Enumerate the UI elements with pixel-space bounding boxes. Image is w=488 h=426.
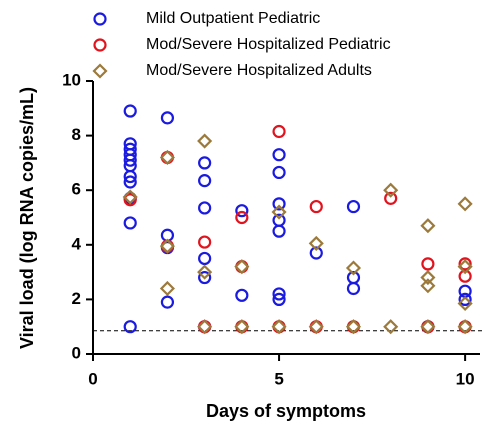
point bbox=[383, 319, 399, 335]
point bbox=[421, 320, 435, 334]
point bbox=[272, 320, 286, 334]
point bbox=[272, 124, 286, 139]
x-axis-title: Days of symptoms bbox=[206, 401, 366, 421]
point bbox=[457, 319, 473, 335]
x-tick-label: 0 bbox=[88, 369, 97, 388]
x-tick-label: 5 bbox=[274, 369, 283, 388]
point bbox=[420, 278, 436, 294]
point bbox=[159, 238, 175, 254]
point bbox=[421, 257, 435, 271]
point bbox=[198, 156, 212, 170]
point bbox=[272, 197, 286, 211]
point bbox=[308, 319, 324, 335]
point bbox=[272, 213, 286, 227]
point bbox=[383, 182, 399, 198]
point bbox=[235, 210, 249, 225]
y-tick-label: 6 bbox=[72, 180, 81, 199]
point bbox=[272, 224, 286, 238]
point bbox=[235, 204, 249, 218]
point bbox=[123, 153, 137, 167]
point bbox=[197, 319, 213, 335]
point bbox=[457, 259, 473, 275]
point bbox=[123, 216, 137, 230]
point bbox=[234, 259, 250, 275]
point bbox=[420, 319, 436, 335]
y-tick-label: 8 bbox=[72, 125, 81, 144]
point bbox=[198, 270, 212, 285]
point bbox=[457, 295, 473, 312]
point bbox=[272, 292, 286, 306]
y-tick-label: 0 bbox=[72, 343, 81, 362]
point bbox=[198, 201, 212, 215]
point bbox=[420, 218, 436, 234]
point bbox=[272, 165, 286, 180]
point bbox=[458, 269, 472, 283]
point bbox=[122, 189, 138, 205]
legend-label: Mod/Severe Hospitalized Adults bbox=[146, 62, 372, 79]
point bbox=[346, 199, 361, 214]
point bbox=[198, 174, 212, 188]
point bbox=[197, 133, 213, 149]
point bbox=[160, 111, 175, 125]
point bbox=[235, 260, 249, 274]
legend-label: Mild Outpatient Pediatric bbox=[146, 10, 320, 27]
point bbox=[345, 260, 362, 276]
point bbox=[309, 199, 323, 214]
point bbox=[384, 191, 398, 205]
point bbox=[159, 149, 175, 165]
point bbox=[235, 288, 249, 302]
point bbox=[198, 320, 212, 334]
point bbox=[309, 246, 323, 260]
y-tick-label: 2 bbox=[72, 289, 81, 308]
point bbox=[458, 292, 472, 306]
x-tick-label: 10 bbox=[456, 369, 475, 388]
legend-marker bbox=[93, 38, 107, 52]
point bbox=[271, 319, 287, 335]
point bbox=[160, 150, 175, 165]
point bbox=[346, 281, 361, 296]
legend-marker bbox=[92, 63, 108, 79]
point bbox=[197, 264, 213, 280]
point bbox=[458, 257, 472, 271]
point bbox=[123, 193, 137, 207]
point bbox=[308, 235, 324, 251]
point bbox=[159, 280, 175, 297]
point bbox=[345, 319, 362, 335]
y-tick-label: 10 bbox=[62, 70, 81, 89]
point bbox=[309, 320, 323, 334]
point bbox=[123, 320, 137, 334]
y-axis-title: Viral load (log RNA copies/mL) bbox=[17, 87, 37, 349]
point bbox=[271, 204, 287, 220]
point bbox=[272, 287, 286, 301]
point bbox=[123, 175, 137, 189]
y-tick-label: 4 bbox=[72, 234, 82, 253]
point bbox=[160, 295, 175, 309]
point bbox=[123, 169, 137, 184]
legend-label: Mod/Severe Hospitalized Pediatric bbox=[146, 36, 391, 53]
point bbox=[198, 251, 212, 266]
point bbox=[457, 196, 473, 212]
legend-marker bbox=[93, 12, 107, 26]
point bbox=[234, 319, 250, 335]
point bbox=[420, 270, 436, 286]
point bbox=[272, 148, 286, 162]
point bbox=[123, 104, 137, 118]
point bbox=[198, 235, 212, 249]
